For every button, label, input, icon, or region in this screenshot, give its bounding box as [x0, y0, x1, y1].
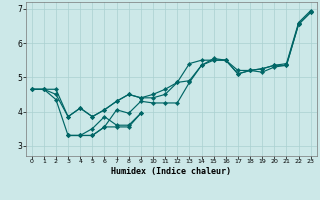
X-axis label: Humidex (Indice chaleur): Humidex (Indice chaleur): [111, 167, 231, 176]
